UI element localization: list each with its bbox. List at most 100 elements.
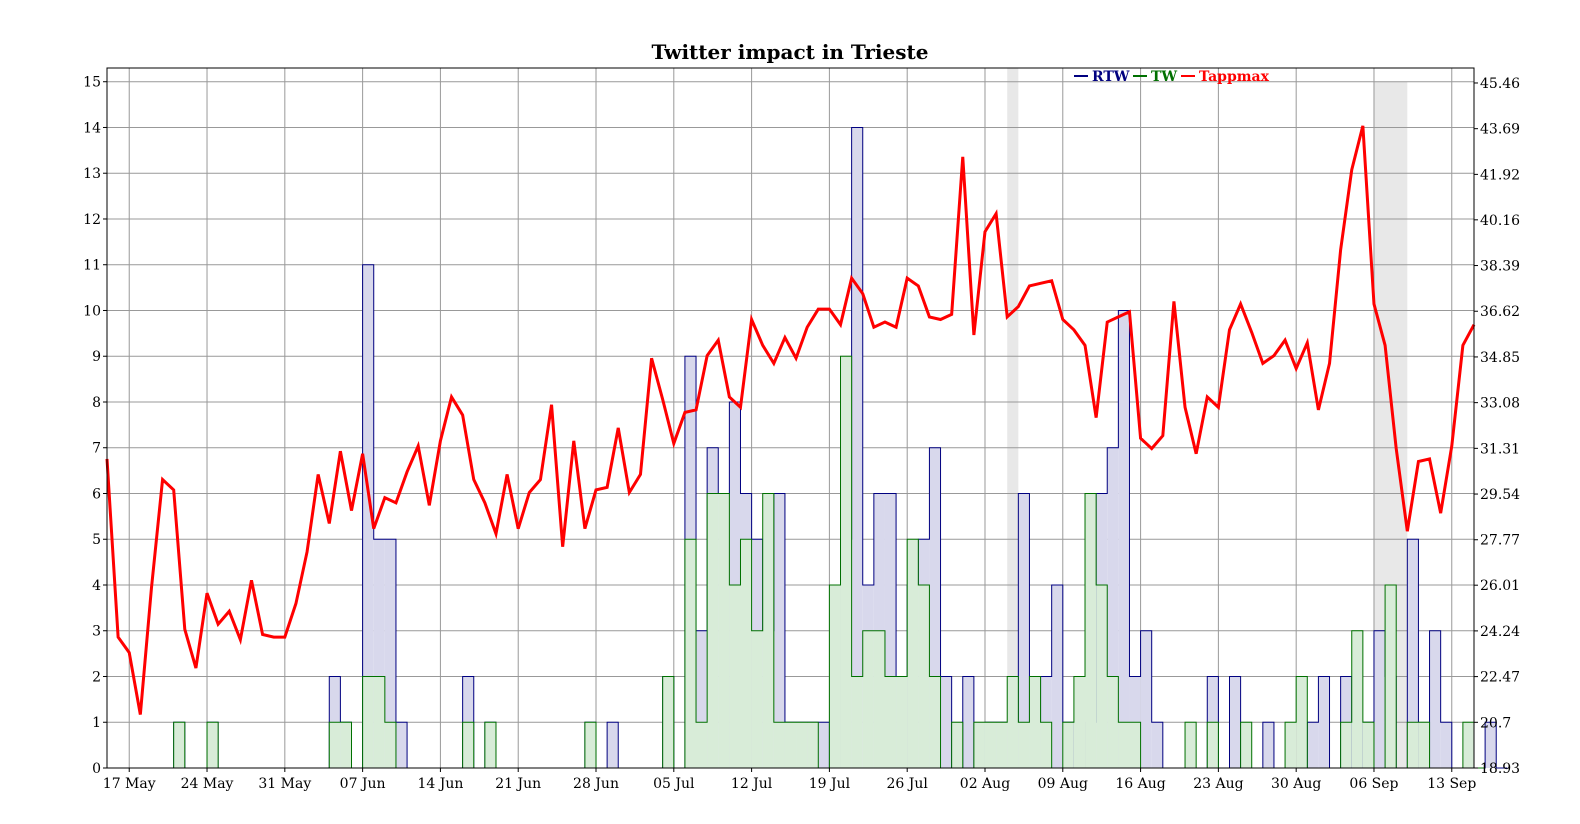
tw-bar	[929, 676, 941, 768]
rtw-bar	[773, 493, 785, 768]
rtw-bar	[884, 493, 897, 768]
y-left-tick-label: 3	[92, 624, 101, 640]
rtw-bar	[1151, 722, 1163, 768]
tw-bar	[1462, 722, 1474, 768]
rtw-bar	[929, 447, 941, 768]
tw-bar	[973, 722, 985, 768]
rtw-bar	[395, 722, 408, 768]
tw-series	[107, 355, 1486, 769]
y-right-tick-label: 45.46	[1480, 76, 1520, 92]
rtw-bar	[1318, 676, 1330, 768]
rtw-bar	[1018, 493, 1030, 768]
legend: RTW TW Tappmax	[1074, 69, 1270, 85]
rtw-bar	[1107, 447, 1119, 768]
tw-bar	[684, 539, 697, 768]
x-tick-label: 09 Aug	[1038, 776, 1088, 792]
tw-bar	[840, 356, 852, 768]
tw-bar	[484, 722, 496, 768]
tw-bar	[873, 630, 885, 768]
rtw-bar	[1118, 310, 1130, 768]
rtw-bar	[1407, 539, 1419, 768]
y-right-tick-label: 27.77	[1480, 533, 1520, 549]
y-right-tick-label: 20.7	[1480, 715, 1511, 731]
x-tick-label: 31 May	[258, 776, 311, 792]
tw-bar	[340, 722, 352, 768]
y-right-tick-label: 18.93	[1480, 761, 1520, 777]
y-left-tick-label: 11	[83, 258, 101, 274]
y-right-tick-label: 34.85	[1480, 350, 1520, 366]
rtw-bar	[607, 722, 619, 768]
rtw-bar	[1485, 722, 1497, 768]
y-left-tick-label: 10	[83, 303, 101, 319]
y-left-tick-label: 12	[83, 212, 101, 228]
tw-bar	[1351, 630, 1363, 768]
x-tick-label: 12 Jul	[731, 776, 773, 792]
y-left-tick-label: 4	[92, 578, 101, 594]
y-left-tick-label: 9	[92, 349, 101, 365]
tw-bar	[1418, 722, 1430, 768]
tw-bar	[373, 676, 385, 768]
rtw-bar	[1051, 584, 1063, 768]
x-tick-label: 21 Jun	[495, 776, 541, 792]
x-tick-label: 17 May	[103, 776, 156, 792]
tw-bar	[384, 722, 396, 768]
tw-bar	[696, 722, 708, 768]
rtw-bar	[1373, 630, 1386, 768]
rtw-bar	[940, 676, 952, 768]
tw-bar	[1207, 722, 1219, 768]
rtw-bar	[1229, 676, 1241, 768]
x-tick-label: 24 May	[181, 776, 234, 792]
y-right-tick-label: 33.08	[1480, 396, 1520, 412]
tw-bar	[896, 676, 908, 768]
x-tick-label: 26 Jul	[887, 776, 929, 792]
rtw-bar	[962, 676, 974, 768]
chart-title: Twitter impact in Trieste	[652, 40, 929, 64]
tappmax-series	[105, 125, 1476, 715]
tw-bar	[662, 676, 674, 768]
rtw-bar	[1429, 630, 1441, 768]
y-right-tick-label: 24.24	[1480, 624, 1520, 640]
tw-bar	[807, 722, 819, 768]
tw-bar	[729, 584, 741, 768]
y-left-tick-label: 2	[92, 669, 101, 685]
tw-bar	[173, 722, 185, 768]
y-right-axis-ticks: 18.93 20.7 22.47 24.24 26.01 27.77 29.54 31.31 3…	[1474, 76, 1520, 777]
tw-bar	[1129, 722, 1141, 768]
tw-bar	[796, 722, 808, 768]
y-right-tick-label: 40.16	[1480, 213, 1520, 229]
tw-bar	[1029, 676, 1041, 768]
y-right-tick-label: 38.39	[1480, 259, 1520, 275]
tw-bar	[718, 493, 730, 768]
y-right-tick-label: 36.62	[1480, 304, 1520, 320]
tw-bar	[1185, 722, 1197, 768]
tw-bar	[907, 539, 919, 768]
tw-bar	[1085, 493, 1097, 768]
tappmax-line	[105, 125, 1476, 715]
x-tick-label: 23 Aug	[1193, 776, 1243, 792]
x-axis-ticks: 17 May 24 May 31 May 07 Jun 14 Jun 21 Jun 28 J…	[103, 768, 1476, 792]
rtw-bar	[1262, 722, 1274, 768]
legend-label-tappmax: Tappmax	[1199, 69, 1270, 85]
x-tick-label: 28 Jun	[573, 776, 619, 792]
tw-bar	[996, 722, 1008, 768]
tw-bar	[829, 584, 841, 768]
x-tick-label: 13 Sep	[1427, 776, 1476, 792]
tw-bar	[1362, 722, 1374, 768]
x-tick-label: 02 Aug	[960, 776, 1010, 792]
x-tick-label: 14 Jun	[417, 776, 463, 792]
tw-bar	[707, 493, 719, 768]
tw-bar	[740, 539, 752, 768]
y-left-tick-label: 13	[83, 166, 101, 182]
tw-bar	[951, 722, 963, 768]
y-left-tick-label: 5	[92, 532, 101, 548]
tw-bar	[1296, 676, 1308, 768]
tw-bar	[1407, 722, 1419, 768]
y-left-tick-label: 6	[92, 486, 101, 502]
tw-bar	[1062, 722, 1074, 768]
tw-bar	[1385, 584, 1397, 768]
rtw-bar	[696, 630, 708, 768]
rtw-bar	[1440, 722, 1452, 768]
y-left-tick-label: 8	[92, 395, 101, 411]
tw-bar	[751, 630, 763, 768]
